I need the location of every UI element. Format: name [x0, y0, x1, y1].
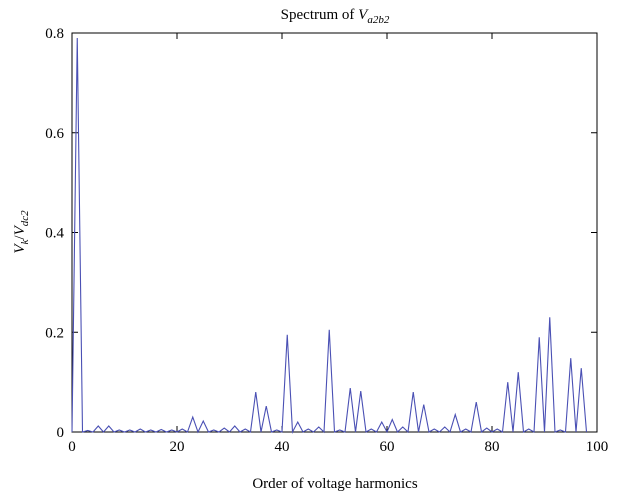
x-tick-label: 80 — [485, 439, 500, 455]
x-axis-label: Order of voltage harmonics — [252, 476, 418, 492]
y-tick-label: 0 — [57, 425, 65, 441]
y-tick-label: 0.8 — [45, 26, 64, 42]
y-tick-label: 0.4 — [45, 226, 64, 242]
x-tick-label: 100 — [586, 439, 609, 455]
y-tick-label: 0.6 — [45, 126, 64, 142]
y-tick-label: 0.2 — [45, 325, 64, 341]
x-tick-label: 60 — [380, 439, 395, 455]
y-axis-label: Vk/Vdc2 — [12, 210, 31, 254]
x-tick-label: 20 — [170, 439, 185, 455]
x-tick-label: 0 — [68, 439, 76, 455]
series-line — [71, 37, 588, 435]
x-tick-label: 40 — [275, 439, 290, 455]
chart-title: Spectrum of Va2b2 — [281, 7, 390, 26]
